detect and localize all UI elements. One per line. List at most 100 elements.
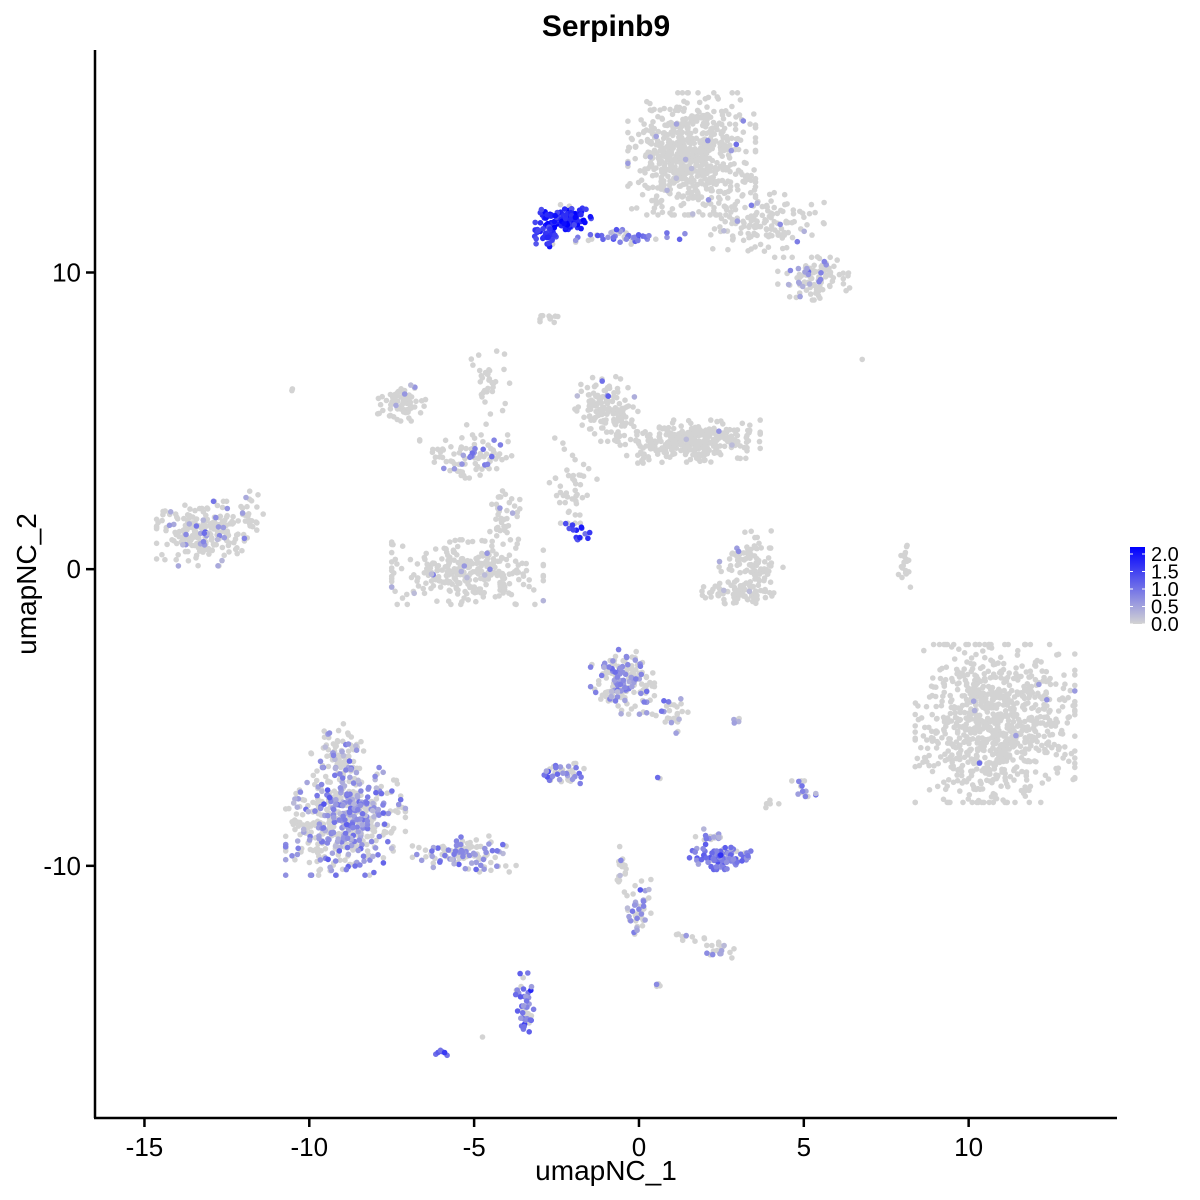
data-point — [637, 168, 643, 174]
data-point — [540, 226, 546, 232]
data-point — [738, 225, 745, 231]
data-point — [440, 579, 446, 585]
data-point — [520, 974, 526, 981]
data-point — [318, 781, 325, 788]
data-point — [481, 866, 487, 872]
data-point — [351, 801, 357, 807]
data-point — [708, 128, 714, 134]
data-point — [654, 774, 661, 781]
data-point — [544, 234, 550, 241]
data-point — [1020, 702, 1026, 709]
data-point — [618, 857, 624, 864]
data-point — [488, 859, 494, 866]
data-point — [551, 319, 557, 326]
data-point — [984, 777, 990, 784]
data-point — [370, 800, 376, 807]
data-point — [709, 951, 716, 958]
data-point — [752, 179, 759, 185]
data-point — [434, 564, 441, 570]
data-point — [948, 704, 955, 711]
data-point — [948, 718, 955, 724]
data-point — [678, 701, 684, 707]
data-point — [508, 591, 515, 598]
data-point — [1028, 673, 1035, 679]
points-layer — [153, 90, 1078, 1059]
data-point — [577, 780, 583, 787]
data-point — [478, 563, 485, 569]
data-point — [1072, 764, 1078, 771]
data-point — [587, 231, 594, 238]
data-point — [409, 854, 416, 861]
data-point — [711, 180, 717, 187]
data-point — [961, 739, 967, 745]
data-point — [643, 152, 649, 158]
data-point — [223, 498, 230, 505]
data-point — [574, 393, 581, 399]
data-point — [565, 763, 572, 770]
data-point — [707, 212, 713, 218]
data-point — [506, 869, 512, 875]
data-point — [610, 658, 616, 664]
data-point — [153, 556, 160, 562]
data-point — [754, 534, 760, 541]
data-point — [920, 733, 927, 739]
data-point — [1011, 713, 1017, 720]
data-point — [763, 804, 769, 811]
data-point — [1061, 672, 1067, 678]
data-point — [511, 569, 518, 575]
data-point — [581, 765, 587, 772]
data-point — [994, 719, 1000, 725]
data-point — [1041, 733, 1047, 740]
data-point — [366, 784, 372, 791]
data-point — [342, 817, 348, 823]
data-point — [726, 142, 733, 148]
data-point — [503, 863, 509, 869]
data-point — [659, 459, 665, 466]
data-point — [922, 724, 928, 731]
data-point — [638, 671, 645, 678]
data-point — [955, 705, 961, 711]
data-point — [185, 558, 192, 564]
data-point — [533, 241, 539, 247]
data-point — [767, 579, 774, 585]
data-point — [718, 108, 725, 115]
data-point — [612, 698, 619, 704]
data-point — [985, 691, 991, 697]
data-point — [726, 556, 733, 562]
data-point — [474, 843, 481, 850]
data-point — [743, 439, 750, 446]
data-point — [192, 507, 198, 514]
data-point — [912, 711, 918, 718]
data-point — [1006, 691, 1012, 697]
data-point — [585, 407, 591, 413]
data-point — [1042, 749, 1048, 756]
data-point — [708, 232, 714, 238]
data-point — [569, 522, 576, 528]
data-point — [594, 476, 600, 483]
data-point — [660, 150, 666, 156]
data-point — [479, 1034, 486, 1040]
data-point — [634, 927, 640, 934]
data-point — [243, 494, 249, 501]
data-point — [334, 737, 341, 744]
data-point — [971, 784, 977, 790]
data-point — [902, 570, 909, 576]
data-point — [460, 853, 466, 860]
data-point — [711, 450, 718, 457]
data-point — [646, 232, 652, 239]
data-point — [601, 387, 608, 394]
data-point — [658, 166, 665, 173]
data-point — [982, 736, 989, 743]
data-point — [223, 514, 230, 520]
data-point — [749, 215, 755, 221]
data-point — [1032, 769, 1039, 775]
data-point — [796, 778, 802, 785]
data-point — [702, 832, 709, 839]
data-point — [455, 559, 462, 566]
data-point — [372, 845, 379, 851]
data-point — [655, 128, 662, 135]
data-point — [703, 154, 709, 161]
data-point — [710, 119, 717, 126]
data-point — [799, 783, 805, 789]
data-point — [743, 455, 749, 462]
